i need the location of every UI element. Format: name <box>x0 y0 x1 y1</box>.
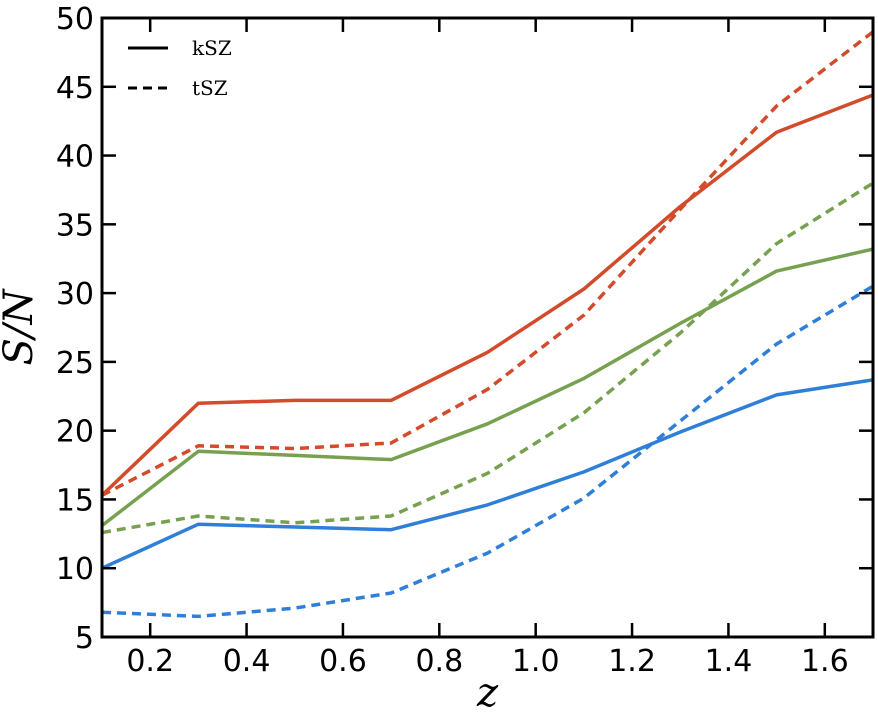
x-tick-label: 0.8 <box>415 644 463 679</box>
series-line-0-solid <box>102 93 873 497</box>
tick-layer <box>102 16 873 639</box>
y-tick-label: 15 <box>56 483 94 518</box>
y-tick-label: 40 <box>56 140 94 175</box>
y-tick-label: 30 <box>56 277 94 312</box>
legend: kSZ tSZ <box>128 36 232 100</box>
series-line-5-dashed <box>102 284 873 619</box>
y-axis-label: S/N <box>0 288 42 366</box>
series-line-1-dashed <box>102 30 873 497</box>
x-tick-label: 0.6 <box>319 644 367 679</box>
y-tick-label: 5 <box>75 621 94 656</box>
y-tick-label: 35 <box>56 208 94 243</box>
legend-label-kSZ: kSZ <box>192 36 232 60</box>
series-layer <box>102 30 873 619</box>
series-line-3-dashed <box>102 181 873 535</box>
plot-frame <box>100 16 875 639</box>
y-tick-label: 45 <box>56 71 94 106</box>
x-tick-label: 0.2 <box>126 644 174 679</box>
y-tick-label: 50 <box>56 2 94 37</box>
x-tick-label: 1.6 <box>801 644 849 679</box>
x-tick-label: 1.0 <box>512 644 560 679</box>
series-line-4-solid <box>102 378 873 570</box>
y-tick-label: 10 <box>56 552 94 587</box>
x-tick-label: 1.2 <box>608 644 656 679</box>
tick-label-layer: 0.2 0.4 0.6 0.8 1.0 1.2 1.4 1.6 5 10 15 20 25 30 35 40 4… <box>56 2 849 679</box>
series-line-2-solid <box>102 247 873 527</box>
y-tick-label: 25 <box>56 346 94 381</box>
x-tick-label: 0.4 <box>223 644 271 679</box>
legend-label-tSZ: tSZ <box>192 76 228 100</box>
x-axis-label: z <box>476 670 499 716</box>
y-tick-label: 20 <box>56 415 94 450</box>
x-tick-label: 1.4 <box>705 644 753 679</box>
